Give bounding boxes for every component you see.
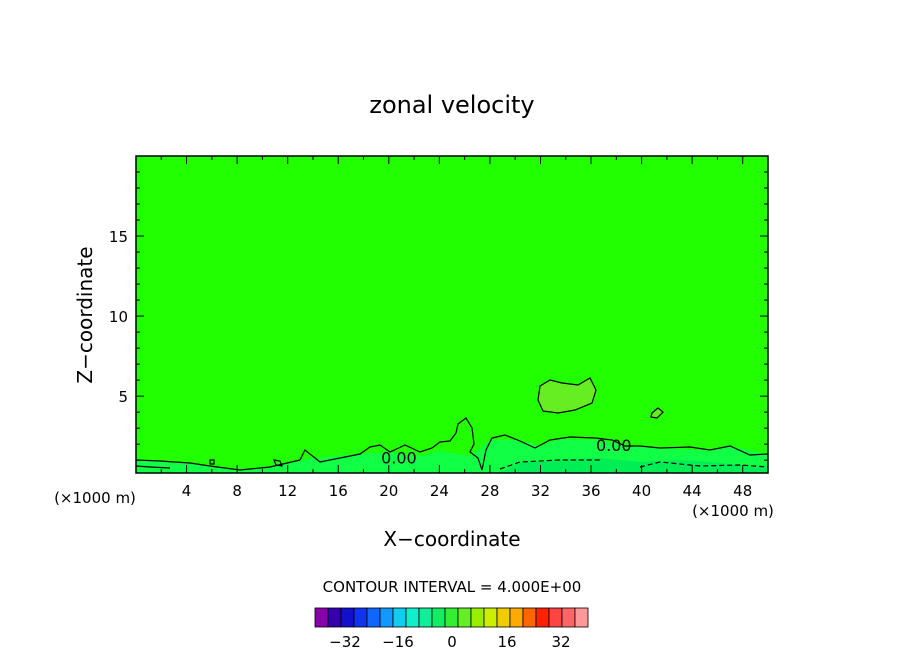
contour-label: 0.00 (381, 449, 417, 468)
x-tick-label: 44 (683, 482, 702, 500)
x-tick-label: 36 (581, 482, 600, 500)
legend-tick-label: 32 (551, 633, 570, 651)
near-zero-band-inner (500, 458, 768, 473)
contour-interval-label: CONTOUR INTERVAL = 4.000E+00 (323, 578, 582, 596)
plot-area (136, 156, 768, 473)
small-blob-contour (650, 407, 664, 419)
legend-tick-label: −32 (329, 633, 361, 651)
x-tick-label: 40 (632, 482, 651, 500)
color-legend (314, 607, 589, 628)
contour-lines (135, 377, 769, 471)
x-unit-right: (×1000 m) (692, 502, 774, 520)
x-tick-label: 32 (531, 482, 550, 500)
legend-tick-label: 16 (497, 633, 516, 651)
chart-title: zonal velocity (369, 91, 534, 119)
x-tick-label: 24 (430, 482, 449, 500)
legend-swatch (509, 607, 524, 628)
legend-swatch (418, 607, 433, 628)
contour-label: 0.00 (596, 436, 632, 455)
x-tick-label: 8 (232, 482, 242, 500)
positive-blob-contour (537, 377, 597, 414)
contour-labels: 0.00 0.00 (381, 436, 632, 468)
legend-swatch (379, 607, 394, 628)
legend-swatch (470, 607, 485, 628)
x-axis-label: X−coordinate (383, 527, 520, 551)
color-legend-labels: −32 −16 0 16 32 (329, 633, 570, 651)
x-tick-labels: 4 8 12 16 20 24 28 32 36 40 44 48 (182, 482, 752, 500)
x-tick-label: 12 (278, 482, 297, 500)
y-tick-label: 5 (118, 388, 128, 406)
legend-swatch (314, 607, 329, 628)
legend-swatch (366, 607, 381, 628)
plot-frame (135, 155, 769, 474)
y-tick-labels: 5 10 15 (109, 228, 128, 406)
legend-swatch (431, 607, 446, 628)
legend-swatch (444, 607, 459, 628)
legend-swatch (405, 607, 420, 628)
legend-swatch (574, 607, 589, 628)
legend-swatch (353, 607, 368, 628)
legend-swatch (535, 607, 550, 628)
legend-swatch (483, 607, 498, 628)
legend-swatch (548, 607, 563, 628)
legend-swatch (496, 607, 511, 628)
legend-tick-label: 0 (447, 633, 457, 651)
legend-swatch (392, 607, 407, 628)
legend-swatch (340, 607, 355, 628)
x-unit-left: (×1000 m) (54, 489, 136, 507)
axis-ticks (136, 156, 768, 473)
x-tick-label: 28 (480, 482, 499, 500)
x-tick-label: 20 (379, 482, 398, 500)
x-tick-label: 16 (329, 482, 348, 500)
y-axis-label: Z−coordinate (73, 246, 97, 383)
legend-swatch (561, 607, 576, 628)
legend-swatch (457, 607, 472, 628)
x-tick-label: 48 (733, 482, 752, 500)
legend-swatch (522, 607, 537, 628)
y-tick-label: 10 (109, 308, 128, 326)
legend-tick-label: −16 (382, 633, 414, 651)
legend-swatch (327, 607, 342, 628)
x-tick-label: 4 (182, 482, 192, 500)
y-tick-label: 15 (109, 228, 128, 246)
